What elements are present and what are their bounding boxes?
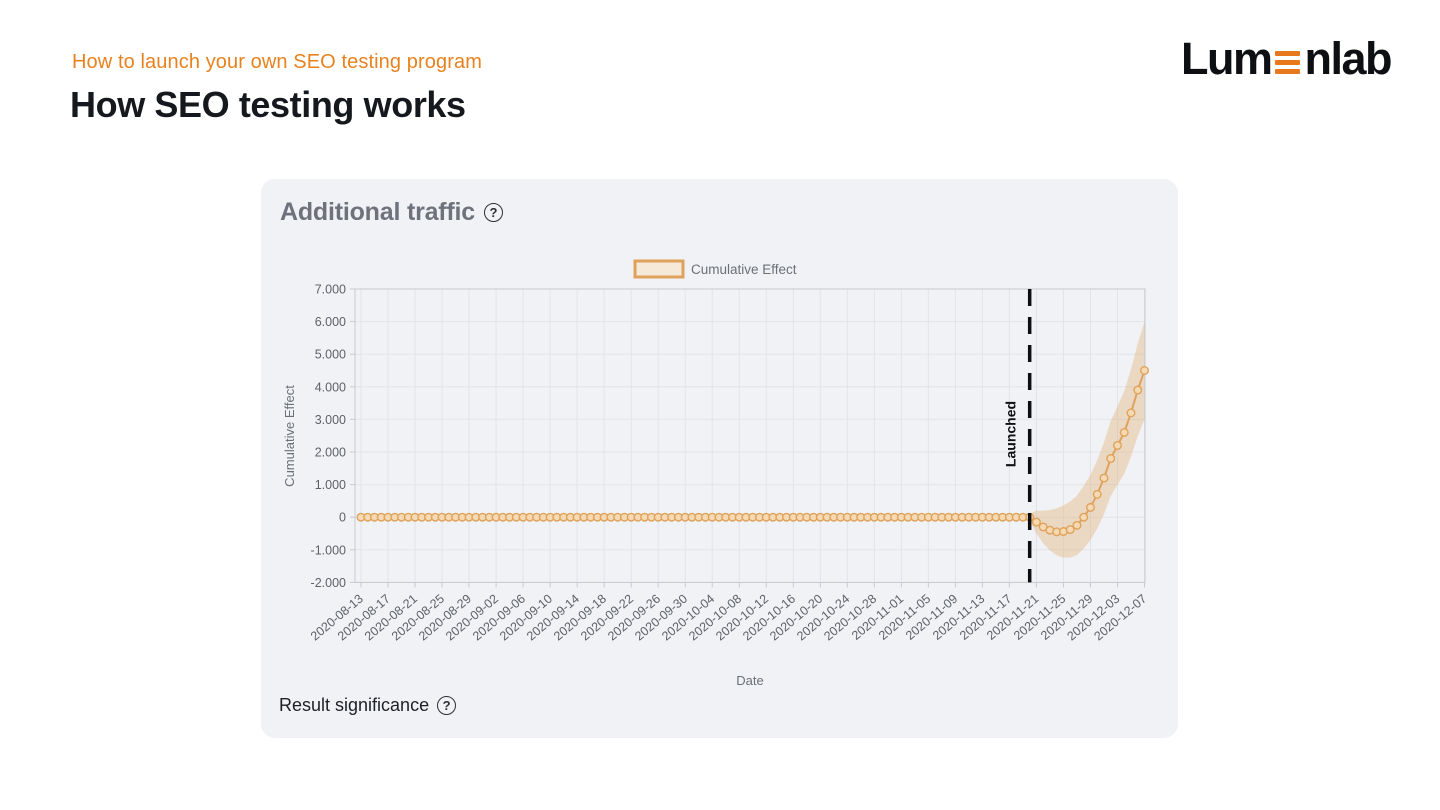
cumulative-effect-line xyxy=(361,370,1146,533)
y-tick-label: -1.000 xyxy=(311,543,346,557)
data-point xyxy=(1126,408,1136,418)
y-tick-label: 0 xyxy=(339,511,346,525)
cumulative-effect-chart: Launched Cumulative Effect 2020-08-132020-… xyxy=(282,259,1150,688)
logo-text-prefix: Lum xyxy=(1180,33,1273,84)
data-point xyxy=(1112,440,1122,450)
y-tick-label: 4.000 xyxy=(315,380,346,394)
data-point xyxy=(1140,365,1150,375)
slide-title: How SEO testing works xyxy=(70,84,466,125)
y-axis-title: Cumulative Effect xyxy=(282,385,297,487)
plot-grid xyxy=(350,288,1146,588)
y-tick-label: 2.000 xyxy=(315,446,346,460)
slide-kicker: How to launch your own SEO testing progr… xyxy=(72,51,482,73)
y-tick-label: 1.000 xyxy=(315,478,346,492)
y-tick-label: 5.000 xyxy=(315,348,346,362)
data-point xyxy=(1106,454,1116,464)
logo-e-bars-icon xyxy=(1275,51,1301,74)
launched-label: Launched xyxy=(1003,401,1019,467)
y-tick-labels: 7.000 6.000 5.000 4.000 3.000 2.000 1.000 0 -1.0… xyxy=(311,283,347,590)
y-tick-label: 7.000 xyxy=(315,283,346,297)
result-significance-label: Result significance xyxy=(279,695,430,715)
data-point xyxy=(1072,520,1082,530)
card-title-row: Additional traffic ? xyxy=(280,198,504,227)
logo-text-suffix: nlab xyxy=(1304,33,1392,84)
data-point xyxy=(1065,525,1075,535)
confidence-band xyxy=(1029,321,1145,558)
x-axis-title: Date xyxy=(736,673,763,688)
legend: Cumulative Effect xyxy=(633,259,797,279)
y-tick-label: -2.000 xyxy=(311,576,346,590)
legend-swatch xyxy=(633,259,685,279)
legend-label: Cumulative Effect xyxy=(691,262,797,277)
y-tick-label: 3.000 xyxy=(315,413,346,427)
chart-title: Additional traffic xyxy=(280,198,476,226)
data-point xyxy=(1085,502,1095,512)
data-point xyxy=(1092,489,1102,499)
chart-title-help-icon[interactable]: ? xyxy=(484,203,504,222)
data-point xyxy=(1133,385,1143,395)
result-significance-help-icon[interactable]: ? xyxy=(437,696,457,715)
card-footer-row: Result significance ? xyxy=(279,695,457,716)
y-tick-label: 6.000 xyxy=(315,315,346,329)
data-point xyxy=(1099,473,1109,483)
data-point xyxy=(1031,517,1041,527)
data-point xyxy=(1119,427,1129,437)
lumenlab-logo: Lum nlab xyxy=(1180,33,1393,85)
additional-traffic-card: Launched Cumulative Effect 2020-08-13 2020-… xyxy=(261,179,1178,738)
x-tick-labels: 2020-08-132020-08-172020-08-212020-08-25… xyxy=(308,592,1150,644)
data-point xyxy=(1079,512,1089,522)
data-points xyxy=(356,365,1150,537)
